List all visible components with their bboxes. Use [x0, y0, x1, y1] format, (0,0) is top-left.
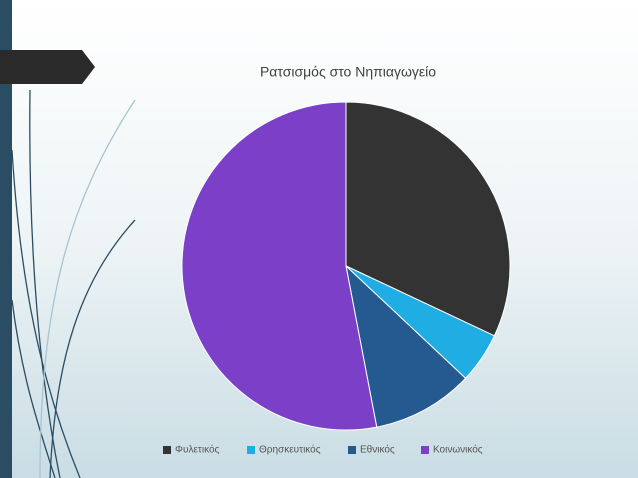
legend-swatch [247, 446, 255, 454]
chart-title: Ρατσισμός στο Νηπιαγωγείο [260, 64, 436, 80]
left-stripe [0, 0, 12, 478]
arrow-banner [0, 50, 95, 84]
legend-label: Εθνικός [360, 444, 395, 456]
legend-swatch [421, 446, 429, 454]
legend: Φυλετικός Θρησκευτικός Εθνικός Κοινωνικός [163, 444, 483, 456]
legend-swatch [348, 446, 356, 454]
pie-slice [181, 101, 378, 431]
legend-label: Κοινωνικός [433, 444, 483, 456]
pie [181, 101, 511, 431]
legend-label: Θρησκευτικός [259, 444, 321, 456]
pie-slice [345, 101, 511, 337]
decorative-curves [11, 89, 136, 478]
legend-swatch [163, 446, 171, 454]
legend-label: Φυλετικός [175, 444, 220, 456]
pie-slice [345, 264, 467, 428]
